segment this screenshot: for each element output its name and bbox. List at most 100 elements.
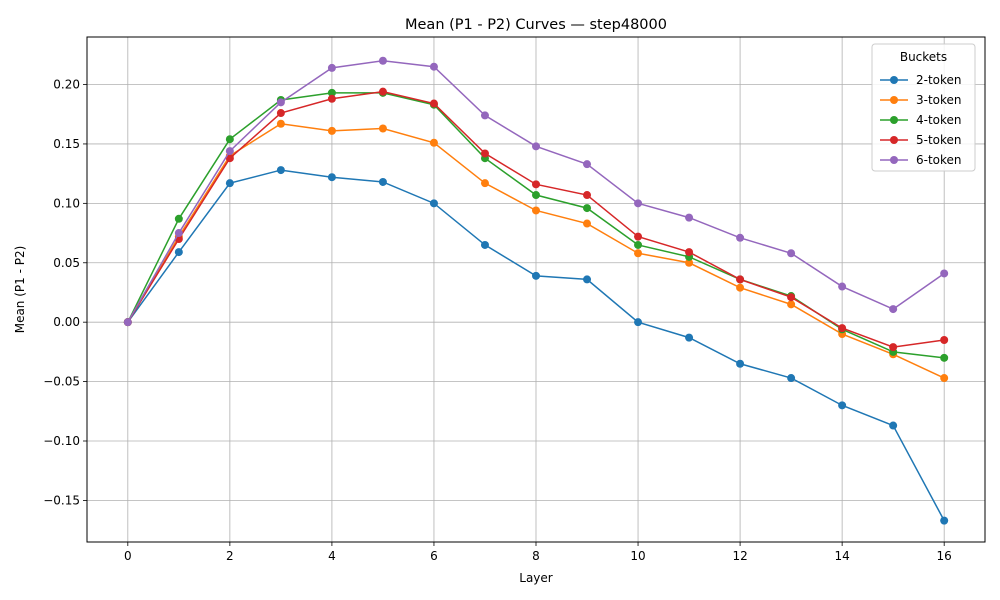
- data-point: [736, 283, 745, 292]
- x-tick-label: 2: [226, 549, 234, 563]
- x-tick-label: 14: [834, 549, 849, 563]
- x-tick-label: 12: [732, 549, 747, 563]
- series-lines: [123, 56, 949, 525]
- data-point: [685, 333, 694, 342]
- series-6-token: [123, 56, 949, 327]
- legend-marker: [890, 76, 898, 84]
- data-point: [327, 88, 336, 97]
- data-point: [583, 219, 592, 228]
- data-point: [583, 191, 592, 200]
- y-tick-label: 0.10: [53, 196, 80, 210]
- data-point: [838, 324, 847, 333]
- legend-label: 3-token: [916, 93, 962, 107]
- data-point: [276, 109, 285, 118]
- data-point: [634, 249, 643, 258]
- x-tick-label: 16: [937, 549, 952, 563]
- data-point: [378, 87, 387, 96]
- data-point: [225, 179, 234, 188]
- legend: Buckets 2-token 3-token 4-token 5-token 6-to…: [871, 43, 976, 172]
- data-point: [685, 248, 694, 257]
- data-point: [174, 229, 183, 238]
- y-tick-label: 0.05: [53, 256, 80, 270]
- x-axis-ticks: 0 2 4 6 8 10 12 14 16: [124, 542, 952, 563]
- legend-marker: [890, 136, 898, 144]
- y-axis-label: Mean (P1 - P2): [13, 246, 27, 334]
- data-point: [532, 191, 540, 200]
- data-point: [787, 249, 796, 258]
- y-tick-label: −0.10: [43, 434, 80, 448]
- data-point: [429, 199, 438, 208]
- data-point: [327, 173, 336, 182]
- data-point: [327, 94, 336, 103]
- data-point: [736, 233, 745, 242]
- data-point: [480, 111, 489, 120]
- legend-item: 2-token: [880, 73, 962, 87]
- data-point: [174, 248, 183, 257]
- y-axis-ticks: −0.15 −0.10 −0.05 0.00 0.05 0.10 0.15 0.20: [43, 78, 87, 507]
- data-point: [634, 318, 643, 327]
- data-point: [532, 271, 540, 280]
- x-tick-label: 4: [328, 549, 336, 563]
- legend-label: 4-token: [916, 113, 962, 127]
- data-point: [634, 232, 643, 241]
- data-point: [225, 147, 234, 156]
- y-tick-label: 0.20: [53, 78, 80, 92]
- data-point: [276, 98, 285, 107]
- y-tick-label: −0.15: [43, 493, 80, 507]
- grid-lines: [87, 37, 985, 542]
- data-point: [736, 275, 745, 284]
- data-point: [634, 240, 643, 249]
- y-tick-label: −0.05: [43, 375, 80, 389]
- x-tick-label: 10: [630, 549, 645, 563]
- data-point: [583, 160, 592, 169]
- data-point: [532, 180, 540, 189]
- data-point: [940, 269, 949, 278]
- y-tick-label: 0.00: [53, 315, 80, 329]
- data-point: [429, 138, 438, 147]
- data-point: [378, 177, 387, 186]
- legend-item: 4-token: [880, 113, 962, 127]
- series-2-token: [123, 166, 949, 525]
- legend-marker: [890, 116, 898, 124]
- data-point: [736, 359, 745, 368]
- data-point: [787, 293, 796, 302]
- legend-label: 6-token: [916, 153, 962, 167]
- data-point: [225, 154, 234, 163]
- data-point: [838, 282, 847, 291]
- data-point: [123, 318, 132, 327]
- legend-items: 2-token 3-token 4-token 5-token 6-token: [880, 73, 962, 167]
- data-point: [429, 62, 438, 71]
- data-point: [583, 275, 592, 284]
- data-point: [174, 214, 183, 223]
- data-point: [480, 149, 489, 158]
- x-tick-label: 6: [430, 549, 438, 563]
- data-point: [429, 99, 438, 108]
- legend-marker: [890, 96, 898, 104]
- y-tick-label: 0.15: [53, 137, 80, 151]
- data-point: [276, 119, 285, 128]
- data-point: [889, 421, 898, 430]
- data-point: [327, 63, 336, 72]
- data-point: [480, 240, 489, 249]
- data-point: [889, 343, 898, 352]
- data-point: [685, 213, 694, 222]
- data-point: [889, 305, 898, 314]
- data-point: [378, 56, 387, 65]
- legend-label: 5-token: [916, 133, 962, 147]
- legend-marker: [890, 156, 898, 164]
- data-point: [940, 353, 949, 362]
- data-point: [532, 142, 540, 151]
- data-point: [787, 374, 796, 383]
- data-point: [378, 124, 387, 133]
- chart-title: Mean (P1 - P2) Curves — step48000: [405, 17, 667, 33]
- data-point: [940, 516, 949, 525]
- data-point: [225, 135, 234, 144]
- data-point: [276, 166, 285, 175]
- x-tick-label: 8: [532, 549, 540, 563]
- legend-label: 2-token: [916, 73, 962, 87]
- data-point: [634, 199, 643, 208]
- data-point: [940, 374, 949, 383]
- data-point: [685, 258, 694, 267]
